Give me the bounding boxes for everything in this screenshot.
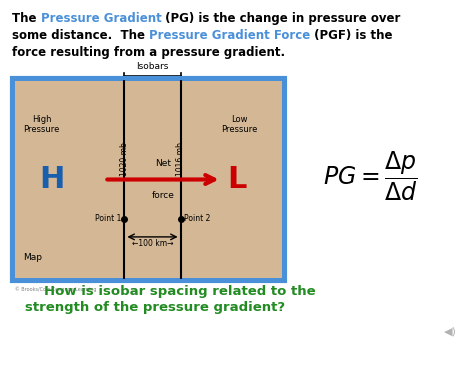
Text: ◀): ◀) [444, 326, 456, 336]
Text: strength of the pressure gradient?: strength of the pressure gradient? [25, 301, 285, 314]
Text: © Brooks/Cole Cengage Learning: © Brooks/Cole Cengage Learning [15, 286, 97, 292]
Bar [12, 78, 285, 281]
Text: force resulting from a pressure gradient.: force resulting from a pressure gradient… [12, 46, 285, 59]
Text: Net: Net [155, 158, 171, 168]
Text: (PG) is the change in pressure over: (PG) is the change in pressure over [161, 12, 401, 25]
Text: Pressure Gradient: Pressure Gradient [41, 12, 161, 25]
Text: H: H [40, 165, 65, 194]
Text: Point 2: Point 2 [183, 214, 210, 223]
Text: ←100 km→: ←100 km→ [132, 239, 173, 248]
Text: Isobars: Isobars [137, 62, 169, 71]
Text: High
Pressure: High Pressure [24, 115, 60, 134]
Text: (PGF) is the: (PGF) is the [310, 29, 393, 42]
Text: L: L [227, 165, 246, 194]
Text: Pressure Gradient Force: Pressure Gradient Force [149, 29, 310, 42]
Text: 1016 mb: 1016 mb [176, 143, 185, 176]
Bar [15, 81, 282, 278]
Text: Map: Map [23, 253, 42, 262]
Text: force: force [152, 191, 174, 201]
Text: 1020 mb: 1020 mb [120, 143, 129, 176]
Text: Point 1: Point 1 [95, 214, 121, 223]
Text: Low
Pressure: Low Pressure [221, 115, 257, 134]
Bar [12, 78, 285, 281]
Text: How is isobar spacing related to the: How is isobar spacing related to the [44, 285, 316, 298]
Text: The: The [12, 12, 41, 25]
Text: some distance.  The: some distance. The [12, 29, 149, 42]
Text: $PG = \dfrac{\Delta p}{\Delta d}$: $PG = \dfrac{\Delta p}{\Delta d}$ [323, 149, 418, 203]
